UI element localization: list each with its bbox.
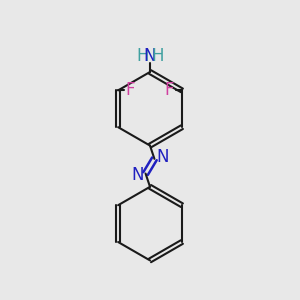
Text: F: F — [165, 81, 174, 99]
Text: H: H — [151, 47, 164, 65]
Text: N: N — [131, 166, 144, 184]
Text: H: H — [136, 47, 149, 65]
Text: N: N — [144, 47, 156, 65]
Text: N: N — [156, 148, 169, 166]
Text: F: F — [126, 81, 135, 99]
